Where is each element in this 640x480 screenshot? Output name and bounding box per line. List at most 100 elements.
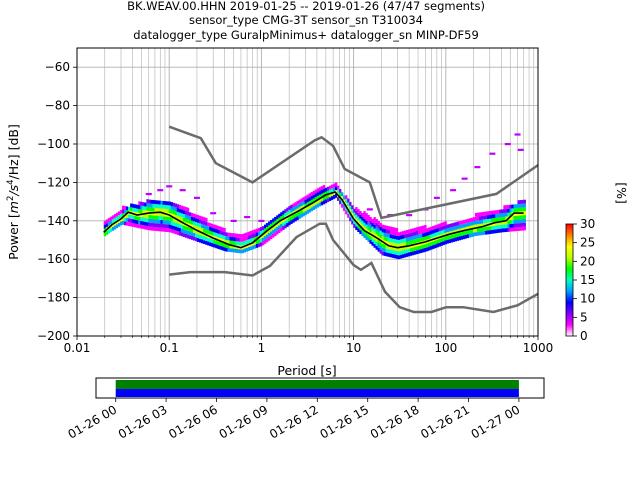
density-cell	[146, 206, 149, 211]
density-cell	[286, 207, 289, 212]
density-cell	[237, 249, 240, 254]
density-cell	[462, 219, 466, 224]
density-cell	[412, 247, 415, 252]
density-cell	[444, 236, 447, 241]
density-cell	[373, 228, 376, 233]
density-cell	[408, 248, 411, 253]
density-cell	[448, 239, 451, 244]
density-cell	[223, 228, 226, 232]
density-cell	[497, 229, 500, 233]
density-cell	[306, 194, 309, 199]
density-cell	[103, 232, 107, 237]
density-cell	[416, 234, 419, 239]
density-outlier	[406, 214, 413, 217]
density-cell	[201, 216, 204, 221]
density-cell	[379, 222, 382, 227]
density-cell	[140, 217, 143, 221]
density-cell	[444, 225, 447, 229]
density-cell	[513, 227, 516, 232]
density-cell	[420, 233, 423, 238]
density-cell	[456, 225, 460, 230]
density-cell	[154, 204, 157, 208]
density-cell	[132, 219, 135, 224]
density-cell	[379, 242, 382, 246]
density-cell	[450, 238, 453, 243]
density-cell	[373, 243, 376, 248]
density-cell	[495, 217, 498, 222]
density-cell	[312, 202, 315, 207]
density-cell	[436, 232, 439, 236]
density-cell	[261, 237, 265, 242]
density-cell	[497, 209, 500, 214]
density-cell	[450, 227, 453, 231]
density-cell	[138, 201, 141, 206]
density-cell	[152, 215, 155, 220]
density-cell	[495, 229, 498, 234]
density-cell	[466, 234, 470, 239]
density-cell	[418, 226, 421, 231]
density-cell	[274, 216, 277, 221]
density-cell	[152, 207, 155, 212]
density-cell	[276, 223, 279, 227]
density-cell	[136, 216, 139, 221]
density-cell	[134, 219, 137, 224]
density-cell	[357, 220, 360, 225]
density-cell	[513, 208, 516, 213]
density-cell	[235, 237, 238, 242]
density-cell	[375, 242, 378, 246]
density-cell	[391, 246, 395, 251]
density-cell	[146, 203, 149, 207]
density-cell	[379, 245, 382, 250]
density-cell	[203, 240, 206, 245]
density-cell	[288, 217, 291, 222]
density-outlier	[450, 189, 457, 192]
density-cell	[434, 240, 437, 245]
density-cell	[308, 208, 311, 213]
density-cell	[489, 214, 492, 219]
density-cell	[403, 253, 407, 258]
density-cell	[314, 197, 318, 202]
density-cell	[197, 226, 200, 231]
density-cell	[347, 206, 350, 211]
density-cell	[353, 224, 356, 228]
density-cell	[312, 194, 315, 199]
density-cell	[412, 232, 415, 236]
density-cell	[478, 231, 482, 236]
density-cell	[124, 209, 127, 214]
density-cell	[130, 215, 133, 219]
density-cell	[408, 233, 411, 238]
density-cell	[107, 218, 111, 222]
density-cell	[318, 202, 322, 207]
density-cell	[195, 222, 198, 226]
density-cell	[255, 232, 259, 237]
density-cell	[237, 237, 240, 242]
density-cell	[227, 232, 230, 237]
density-cell	[322, 196, 326, 201]
density-cell	[521, 219, 524, 223]
density-cell	[485, 226, 488, 231]
density-cell	[308, 204, 311, 209]
density-cell	[241, 249, 245, 254]
density-cell	[286, 219, 289, 223]
density-cell	[304, 203, 307, 208]
density-cell	[117, 215, 121, 219]
density-cell	[148, 226, 151, 231]
density-cell	[472, 232, 476, 237]
density-cell	[501, 224, 504, 229]
density-cell	[375, 245, 378, 250]
density-cell	[213, 224, 216, 229]
density-cell	[515, 219, 518, 224]
density-cell	[223, 239, 226, 244]
density-cell	[156, 227, 159, 232]
density-cell	[268, 229, 271, 234]
density-cell	[176, 204, 180, 209]
density-cell	[203, 236, 206, 241]
density-cell	[128, 222, 131, 227]
density-cell	[481, 223, 484, 228]
density-cell	[205, 229, 208, 234]
density-cell	[385, 244, 389, 249]
density-cell	[272, 233, 275, 238]
density-cell	[223, 247, 226, 252]
density-cell	[416, 238, 419, 243]
density-cell	[454, 233, 457, 238]
